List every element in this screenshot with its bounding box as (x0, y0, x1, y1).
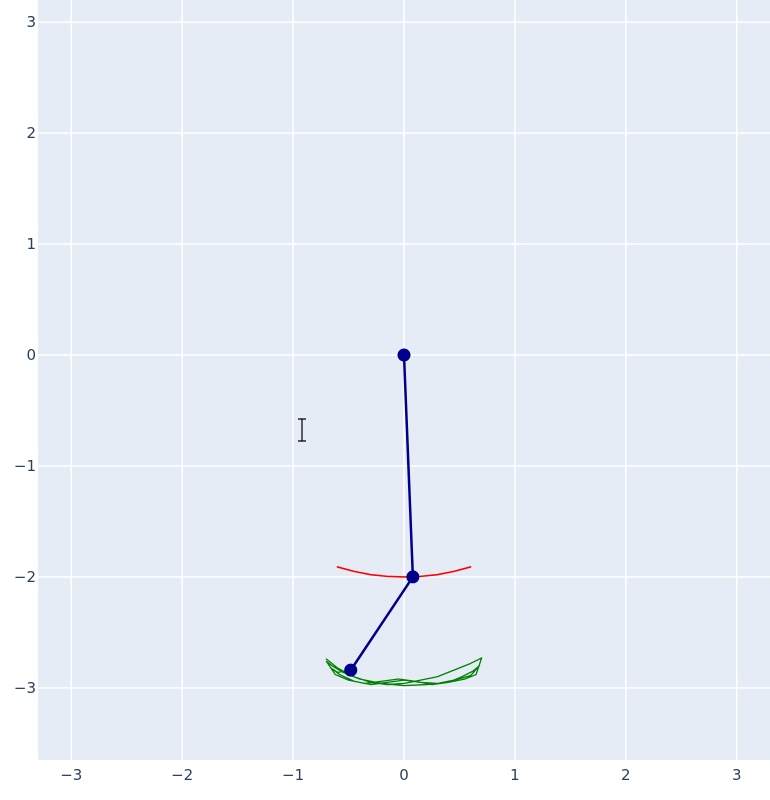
x-tick-label: −1 (282, 766, 304, 784)
first-bob-trace-line (336, 566, 472, 578)
y-tick-label: −3 (14, 679, 36, 697)
y-tick-label: 0 (26, 346, 36, 364)
x-tick-label: −3 (60, 766, 82, 784)
pendulum-bobs (344, 348, 420, 677)
y-tick-label: 2 (26, 124, 36, 142)
x-axis-ticks: −3 −2 −1 0 1 2 3 (60, 766, 741, 784)
first-bob-marker (406, 570, 420, 584)
text-cursor-icon (298, 418, 306, 442)
second-bob-marker (344, 663, 358, 677)
x-tick-label: −2 (171, 766, 193, 784)
y-tick-label: −1 (14, 457, 36, 475)
second-bob-trace-line (325, 657, 483, 687)
y-tick-label: 3 (26, 13, 36, 31)
y-tick-label: 1 (26, 235, 36, 253)
x-tick-label: 2 (621, 766, 631, 784)
y-axis-ticks: 3 2 1 0 −1 −2 −3 (14, 13, 36, 697)
x-tick-label: 0 (399, 766, 409, 784)
pivot-bob-marker (397, 348, 411, 362)
y-tick-label: −2 (14, 568, 36, 586)
x-tick-label: 1 (510, 766, 520, 784)
x-tick-label: 3 (732, 766, 742, 784)
